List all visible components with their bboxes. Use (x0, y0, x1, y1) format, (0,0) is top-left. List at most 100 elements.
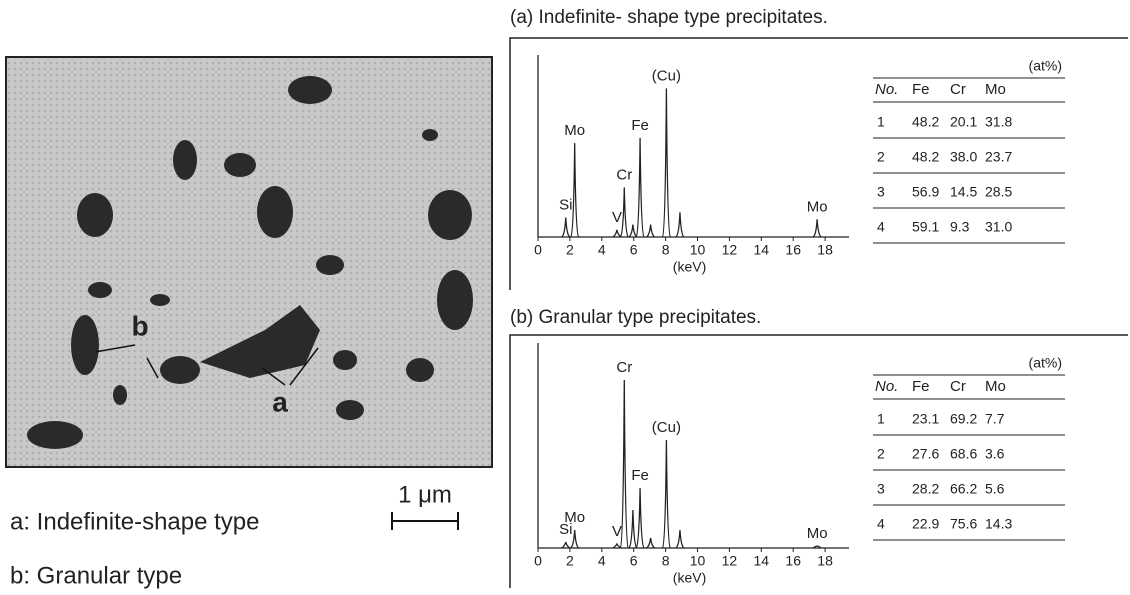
table-cell: 1 (877, 411, 885, 427)
table-cell: 28.2 (912, 481, 939, 497)
table-cell: 3.6 (985, 446, 1005, 462)
peak-label: (Cu) (652, 67, 681, 84)
table-cell: 14.3 (985, 516, 1012, 532)
table-unit: (at%) (1029, 58, 1062, 74)
peak-label: V (612, 523, 622, 540)
table-cell: 69.2 (950, 411, 977, 427)
x-tick-label: 12 (722, 553, 738, 569)
x-tick-label: 2 (566, 553, 574, 569)
x-tick-label: 14 (754, 553, 770, 569)
table-header: Fe (912, 81, 930, 98)
peak (635, 487, 645, 549)
table-cell: 27.6 (912, 446, 939, 462)
table-cell: 14.5 (950, 184, 977, 200)
peak-label: Mo (807, 198, 828, 215)
peak (635, 137, 645, 238)
peak (812, 545, 822, 549)
table-header: Cr (950, 81, 966, 98)
peak-label: Cr (616, 166, 632, 183)
table-cell: 4 (877, 219, 885, 235)
peak (661, 88, 671, 238)
peak (628, 509, 638, 549)
peak-label: Mo (564, 509, 585, 526)
table-cell: 22.9 (912, 516, 939, 532)
x-axis-label: (keV) (673, 259, 706, 275)
table-header: No. (875, 81, 898, 98)
peak (646, 224, 656, 238)
x-axis-label: (keV) (673, 570, 706, 586)
legend-entry: a: Indefinite-shape type (10, 508, 260, 535)
peak-label: Mo (807, 525, 828, 542)
micrograph (5, 56, 493, 468)
peak-label: (Cu) (652, 419, 681, 436)
x-tick-label: 6 (630, 242, 638, 258)
table-cell: 1 (877, 114, 885, 130)
spectrum-axes (537, 55, 850, 238)
scale-label: 1 μm (398, 481, 452, 508)
peak (612, 542, 622, 549)
peak (561, 541, 571, 549)
x-tick-label: 10 (690, 553, 706, 569)
x-tick-label: 6 (630, 553, 638, 569)
legend-entry: b: Granular type (10, 562, 182, 589)
peak (628, 224, 638, 238)
table-cell: 66.2 (950, 481, 977, 497)
x-tick-label: 12 (722, 242, 738, 258)
peak (619, 187, 629, 238)
table-header: Mo (985, 81, 1006, 98)
table-cell: 38.0 (950, 149, 977, 165)
peak (612, 229, 622, 238)
peak-label: Fe (631, 117, 649, 134)
peak-label: Mo (564, 122, 585, 139)
table-cell: 7.7 (985, 411, 1005, 427)
peak (619, 379, 629, 549)
x-tick-label: 8 (662, 242, 670, 258)
peak-label: Si (559, 196, 572, 213)
x-tick-label: 2 (566, 242, 574, 258)
x-tick-label: 14 (754, 242, 770, 258)
x-tick-label: 0 (534, 242, 542, 258)
table-cell: 23.7 (985, 149, 1012, 165)
table-cell: 9.3 (950, 219, 970, 235)
peak (646, 537, 656, 549)
table-cell: 59.1 (912, 219, 939, 235)
x-tick-label: 0 (534, 553, 542, 569)
x-tick-label: 18 (817, 553, 833, 569)
table-cell: 2 (877, 149, 885, 165)
peak-label: Cr (616, 359, 632, 376)
table-cell: 75.6 (950, 516, 977, 532)
table-cell: 2 (877, 446, 885, 462)
x-tick-label: 16 (785, 242, 801, 258)
table-cell: 31.0 (985, 219, 1012, 235)
table-cell: 68.6 (950, 446, 977, 462)
table-unit: (at%) (1029, 355, 1062, 371)
table-cell: 56.9 (912, 184, 939, 200)
table-cell: 4 (877, 516, 885, 532)
table-cell: 31.8 (985, 114, 1012, 130)
peak (561, 217, 571, 238)
table-header: Mo (985, 378, 1006, 395)
region-label: b (131, 310, 148, 341)
peak (812, 219, 822, 238)
peak (570, 143, 580, 238)
table-cell: 3 (877, 184, 885, 200)
region-label: a (272, 386, 288, 417)
panel-title: (b) Granular type precipitates. (510, 307, 761, 328)
x-tick-label: 10 (690, 242, 706, 258)
x-tick-label: 4 (598, 553, 606, 569)
table-cell: 5.6 (985, 481, 1005, 497)
x-tick-label: 8 (662, 553, 670, 569)
peak-label: Fe (631, 467, 649, 484)
table-cell: 48.2 (912, 114, 939, 130)
panel-frame (509, 37, 1128, 290)
x-tick-label: 4 (598, 242, 606, 258)
scale-bar (391, 512, 459, 530)
table-cell: 48.2 (912, 149, 939, 165)
panel-title: (a) Indefinite- shape type precipitates. (510, 7, 828, 28)
table-header: Cr (950, 378, 966, 395)
peak (661, 439, 671, 549)
peak (675, 529, 685, 549)
peak-label: Si (559, 521, 572, 538)
table-header: Fe (912, 378, 930, 395)
